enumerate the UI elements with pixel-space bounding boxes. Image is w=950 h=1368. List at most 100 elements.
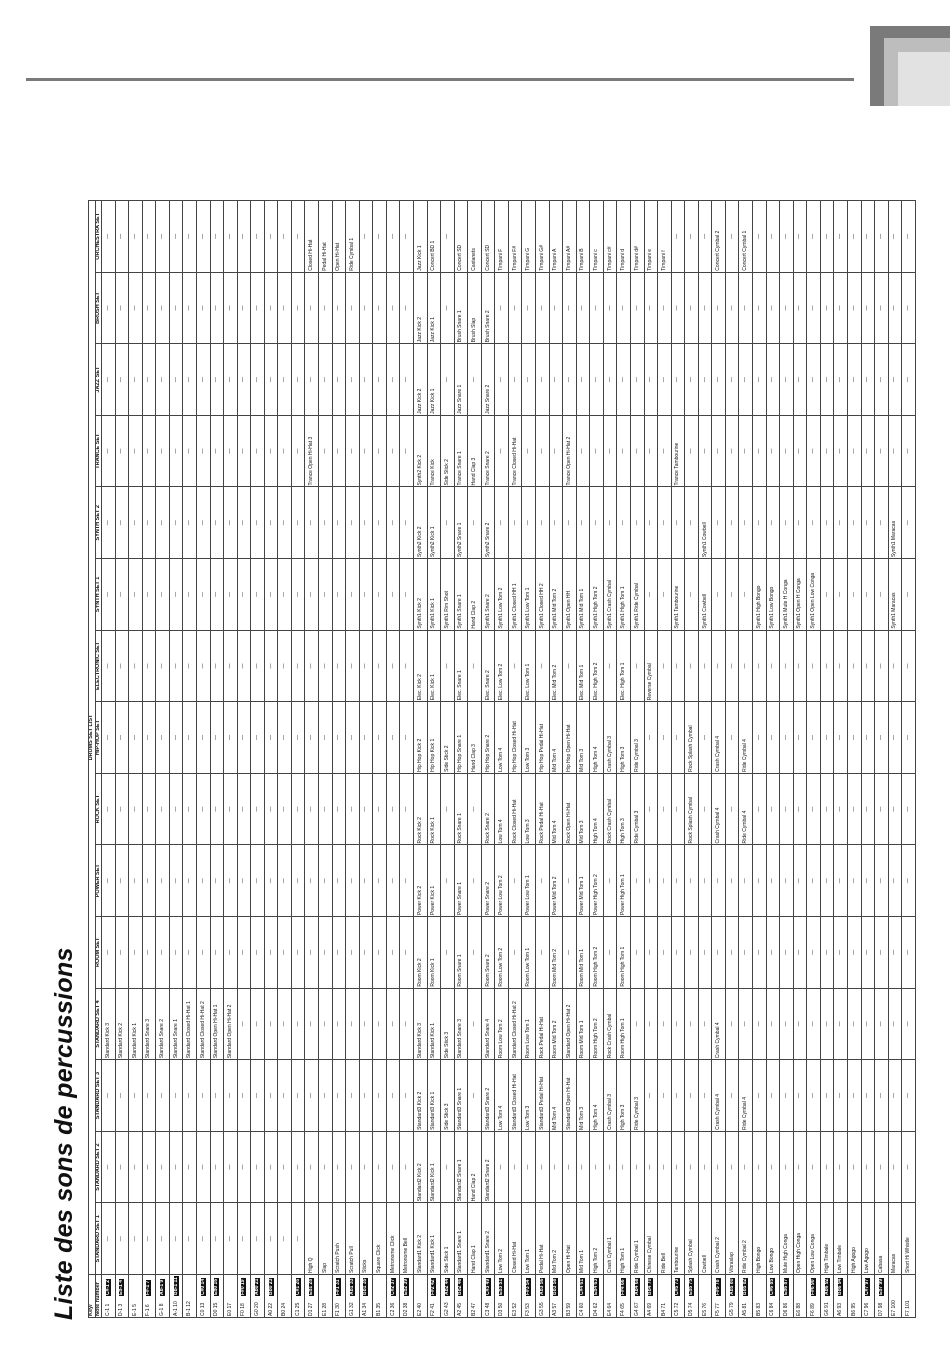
key-cell: D-1 3 Eb-1 4 bbox=[115, 1274, 129, 1318]
table-cell: — bbox=[345, 558, 360, 631]
key-cell: A2 45 Bb2 46 bbox=[454, 1274, 468, 1318]
table-cell: Hand Clap 3 bbox=[467, 701, 482, 774]
table-cell: — bbox=[155, 558, 170, 631]
table-cell: — bbox=[155, 701, 170, 774]
table-cell: Power Kick 1 bbox=[427, 844, 441, 917]
table-cell: Synth1 Tambourine bbox=[671, 558, 685, 631]
table-cell: Power Kick 2 bbox=[413, 844, 427, 917]
table-cell: — bbox=[901, 844, 916, 917]
table-cell: — bbox=[847, 558, 861, 631]
table-cell: — bbox=[101, 558, 116, 631]
table-cell: — bbox=[752, 415, 767, 487]
table-cell: Concert Cymbal 1 bbox=[738, 200, 753, 273]
table-cell: — bbox=[372, 701, 387, 774]
table-row: A3 57Bb3 58 Mid Tom 2— Mid Tom 4 Room Mid T… bbox=[549, 200, 563, 1318]
table-cell: — bbox=[644, 343, 658, 416]
table-cell: — bbox=[671, 343, 685, 416]
table-cell: — bbox=[725, 630, 739, 702]
table-row: C0 13C#0 14— — — Standard Closed Hi-Hat 2— —… bbox=[196, 200, 210, 1318]
key-cell: G5 79 Ab5 80 bbox=[725, 1274, 739, 1318]
table-cell: — bbox=[291, 1202, 305, 1275]
table-cell: Standard Kick 3 bbox=[413, 988, 427, 1060]
table-cell: Synth1 Open Low Conga bbox=[806, 558, 821, 631]
table-row: G6 91Ab6 92 High Timbale — — — — — — — — — — — — — — bbox=[820, 200, 834, 1318]
table-row: G5 79Ab5 80 Vibraslap — — — — — — — — — — — — — — bbox=[725, 200, 739, 1318]
table-cell: Synth1 Snare 1 bbox=[454, 558, 468, 631]
key-cell: D5 74 Eb5 75 bbox=[684, 1274, 699, 1318]
table-cell: Standard3 Closed Hi-Hat bbox=[508, 1059, 522, 1132]
table-row: B4 71 Ride Bell — — — — — — — — — — — — — Timpani f bbox=[657, 200, 672, 1318]
black-key-label: F#0 19 bbox=[240, 1278, 247, 1296]
table-cell: Rock Snare 2 bbox=[481, 773, 495, 845]
table-cell: — bbox=[535, 486, 550, 559]
table-cell: — bbox=[196, 1131, 210, 1203]
table-cell: — bbox=[644, 1059, 658, 1132]
table-row: A5 81Bb5 82 Ride Cymbal 2— Ride Cymbal 4— —… bbox=[738, 200, 753, 1318]
table-cell: — bbox=[277, 558, 292, 631]
table-cell: — bbox=[291, 916, 305, 989]
table-cell: — bbox=[304, 343, 319, 416]
table-cell: — bbox=[277, 1059, 292, 1132]
table-cell: — bbox=[304, 558, 319, 631]
table-cell: Maracas bbox=[888, 1202, 902, 1275]
table-cell: — bbox=[874, 200, 889, 273]
table-cell: — bbox=[237, 486, 251, 559]
note-label: B0 24 bbox=[281, 1302, 288, 1316]
table-cell: — bbox=[386, 844, 400, 917]
table-cell: Ride Cymbal 3 bbox=[630, 773, 644, 845]
black-key-label: Eb1 28 bbox=[308, 1277, 315, 1296]
table-cell: — bbox=[888, 844, 902, 917]
table-cell: Side Stick 3 bbox=[440, 988, 455, 1060]
table-cell: — bbox=[128, 486, 143, 559]
table-cell: — bbox=[264, 486, 278, 559]
table-cell: — bbox=[250, 773, 265, 845]
table-cell: — bbox=[657, 773, 672, 845]
table-cell: — bbox=[847, 200, 861, 273]
table-cell: — bbox=[182, 916, 197, 989]
table-cell: Room Mid Tom 2 bbox=[549, 916, 563, 989]
table-cell: — bbox=[182, 1059, 197, 1132]
table-cell: — bbox=[725, 773, 739, 845]
table-cell: Crash Cymbal 4 bbox=[711, 701, 726, 774]
table-cell: Room Low Tom 1 bbox=[521, 916, 536, 989]
table-cell: — bbox=[847, 415, 861, 487]
table-cell: — bbox=[725, 916, 739, 989]
table-cell: — bbox=[861, 916, 875, 989]
table-cell: — bbox=[711, 630, 726, 702]
table-cell: — bbox=[101, 1131, 116, 1203]
black-key-label: Eb7 99 bbox=[877, 1277, 884, 1296]
key-cell: C5 72 C#5 73 bbox=[671, 1274, 685, 1318]
table-cell: — bbox=[399, 272, 414, 344]
table-cell: — bbox=[901, 1131, 916, 1203]
black-key-label: Eb0 16 bbox=[213, 1277, 220, 1296]
table-cell: — bbox=[277, 272, 292, 344]
table-cell: — bbox=[304, 988, 319, 1060]
table-cell: — bbox=[345, 343, 360, 416]
table-row: A6 93Bb6 94 Low Timbale — — — — — — — — — — — — — — bbox=[833, 200, 848, 1318]
table-cell: — bbox=[766, 701, 780, 774]
table-cell: — bbox=[833, 200, 848, 273]
black-key-label: Ab-1 9 bbox=[159, 1278, 166, 1296]
table-cell: Ride Cymbal 4 bbox=[738, 701, 753, 774]
table-cell: — bbox=[142, 1202, 156, 1275]
table-cell: — bbox=[386, 701, 400, 774]
table-cell: — bbox=[752, 773, 767, 845]
table-cell: — bbox=[359, 773, 373, 845]
black-key-label: C#0 14 bbox=[199, 1277, 206, 1296]
table-cell: — bbox=[644, 988, 658, 1060]
table-cell: — bbox=[508, 272, 522, 344]
key-cell: C1 25 C#1 26 bbox=[291, 1274, 305, 1318]
table-cell: — bbox=[684, 916, 699, 989]
table-cell: — bbox=[359, 415, 373, 487]
table-row: F-1 6F#-1 7— — — Standard Snare 3— — — — — — — — — —… bbox=[142, 200, 156, 1318]
table-cell: Room Mid Tom 1 bbox=[576, 916, 590, 989]
table-cell: — bbox=[888, 415, 902, 487]
table-cell: — bbox=[698, 415, 712, 487]
table-cell: — bbox=[698, 630, 712, 702]
table-cell: — bbox=[657, 558, 672, 631]
table-cell: — bbox=[372, 272, 387, 344]
table-cell: — bbox=[372, 630, 387, 702]
table-cell: — bbox=[440, 272, 455, 344]
table-cell: — bbox=[684, 844, 699, 917]
table-cell: Power Snare 2 bbox=[481, 844, 495, 917]
